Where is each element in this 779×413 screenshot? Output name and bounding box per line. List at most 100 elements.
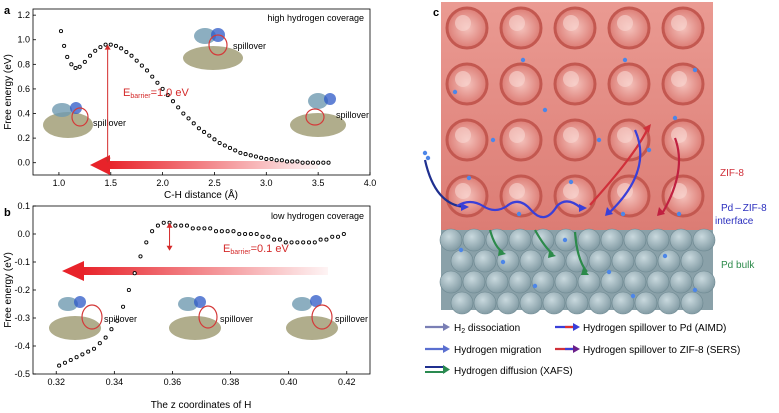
panel-b-barrier-annotation: Ebarrier=0.1 eV xyxy=(166,222,289,256)
panel-a-label: a xyxy=(4,5,11,17)
panel-b-label: b xyxy=(4,207,11,219)
pd-atom xyxy=(519,291,543,315)
pd-atom xyxy=(462,270,486,294)
panel-b-data-point xyxy=(208,226,213,231)
panel-b-data-point xyxy=(289,240,294,245)
panel-a-data-point xyxy=(253,154,258,159)
panel-b-data-point xyxy=(277,237,282,242)
pd-atom xyxy=(600,228,624,252)
panel-a-ytick-label: 0.0 xyxy=(17,158,30,168)
panel-b-xtick-label: 0.32 xyxy=(47,377,65,387)
panel-a-data-point xyxy=(103,42,108,47)
pd-atom xyxy=(692,228,716,252)
pd-atom xyxy=(600,270,624,294)
zif8-pore-highlight xyxy=(671,71,687,87)
panel-b-data-point xyxy=(150,229,155,234)
panel-b-barrier-sub: barrier xyxy=(230,249,251,256)
panel-a-inset-2-label: spillover xyxy=(233,41,266,51)
zif8-pore-highlight xyxy=(563,71,579,87)
panel-a-annotation: high hydrogen coverage xyxy=(267,13,364,23)
panel-a-data-point xyxy=(222,143,227,148)
panel-b-data-point xyxy=(330,234,335,239)
hydrogen-atom xyxy=(532,283,538,289)
panel-b-ytick-label: -0.3 xyxy=(14,313,30,323)
panel-b-data-point xyxy=(266,234,271,239)
panel-a-ytick-label: 0.4 xyxy=(17,109,30,119)
zif8-pore-highlight xyxy=(455,71,471,87)
zif8-pore-highlight xyxy=(509,15,525,31)
panel-b-data-point xyxy=(301,240,306,245)
zif8-pore-highlight xyxy=(563,15,579,31)
spillover-zif-arrow-2 xyxy=(662,137,681,213)
panel-a-xtick-label: 1.0 xyxy=(53,178,66,188)
panel-a-data-point xyxy=(165,93,170,98)
hydrogen-atom xyxy=(606,269,612,275)
panel-b-data-point xyxy=(248,231,253,237)
panel-b-axes: 0.32 0.34 0.36 0.38 0.40 0.42 0.1 0.0 -0.1 -0.2 -0… xyxy=(14,201,355,387)
panel-a-data-point xyxy=(150,74,155,79)
pd-atom xyxy=(496,249,520,273)
pd-atom xyxy=(485,270,509,294)
zif8-pore-highlight xyxy=(617,127,633,143)
zif8-pore-highlight xyxy=(617,15,633,31)
pd-atom xyxy=(646,270,670,294)
panel-b-data-point xyxy=(161,220,166,225)
legend-h2-sub: 2 xyxy=(461,328,465,335)
panel-b-data-point xyxy=(132,271,137,276)
panel-a-data-point xyxy=(58,29,64,34)
panel-b-data-point xyxy=(318,237,323,242)
panel-b-xtick-label: 0.34 xyxy=(106,377,124,387)
legend: H2 dissociation Hydrogen migration Hydro… xyxy=(425,323,740,377)
panel-a-data-point xyxy=(248,153,253,158)
panel-a-data-point xyxy=(186,116,191,121)
panel-b-inset-3-label: spillover xyxy=(335,314,368,324)
legend-migration-label: Hydrogen migration xyxy=(454,345,541,356)
panel-b-data-point xyxy=(80,352,85,357)
zif8-pore-highlight xyxy=(671,127,687,143)
pd-atom xyxy=(439,270,463,294)
panel-a-direction-arrow xyxy=(90,155,318,175)
panel-b-data-point xyxy=(295,240,300,245)
panel-a-xtick-label: 3.5 xyxy=(312,178,325,188)
panel-b-data-point xyxy=(202,226,207,231)
pd-atom xyxy=(450,249,474,273)
panel-b-data-point xyxy=(312,240,317,245)
pd-atom xyxy=(634,249,658,273)
panel-a-data-point xyxy=(139,63,144,68)
panel-b-data-point xyxy=(283,240,288,245)
zif8-pore-highlight xyxy=(563,127,579,143)
panel-a-data-point xyxy=(207,133,212,138)
spillover-pd-arrow xyxy=(589,129,648,206)
diffusion-arrow-2 xyxy=(534,229,554,255)
panel-a-data-point xyxy=(77,64,82,69)
panel-b-data-point xyxy=(57,363,62,368)
pd-bulk-label: Pd bulk xyxy=(721,260,755,271)
panel-a-data-point xyxy=(202,129,207,135)
panel-a-data-point xyxy=(65,54,70,60)
panel-a-data-point xyxy=(290,159,295,164)
panel-b-barrier-value: =0.1 eV xyxy=(251,243,290,255)
panel-b-inset-3: spillover xyxy=(286,295,368,340)
pd-atom xyxy=(680,291,704,315)
panel-b-data-point xyxy=(237,231,242,237)
panel-b-ytick-label: 0.1 xyxy=(17,201,30,211)
panel-a-data-point xyxy=(326,160,331,165)
panel-b-ylabel: Free energy (eV) xyxy=(3,252,14,328)
zif8-pore-highlight xyxy=(509,71,525,87)
panel-b-data-point xyxy=(219,229,224,234)
panel-a-data-point xyxy=(62,43,67,48)
panel-a-ytick-label: 1.2 xyxy=(17,10,30,20)
panel-a-barrier-annotation: Ebarrier=1.0 eV xyxy=(104,44,189,163)
svg-text:Ebarrier=0.1 eV: Ebarrier=0.1 eV xyxy=(223,243,289,256)
panel-a-data-point xyxy=(227,145,233,150)
panel-b-data-point xyxy=(97,341,102,346)
panel-b-data-point xyxy=(341,231,346,237)
pd-atom xyxy=(657,249,681,273)
hydrogen-atom xyxy=(620,211,626,217)
hydrogen-atom xyxy=(490,137,496,143)
panel-a-inset-3: spillover xyxy=(290,93,369,137)
panel-a-inset-1-label: spillover xyxy=(93,118,126,128)
migration-wave-arrow xyxy=(456,200,582,219)
panel-a-data-point xyxy=(73,65,78,71)
panel-a-data-point xyxy=(274,158,279,163)
